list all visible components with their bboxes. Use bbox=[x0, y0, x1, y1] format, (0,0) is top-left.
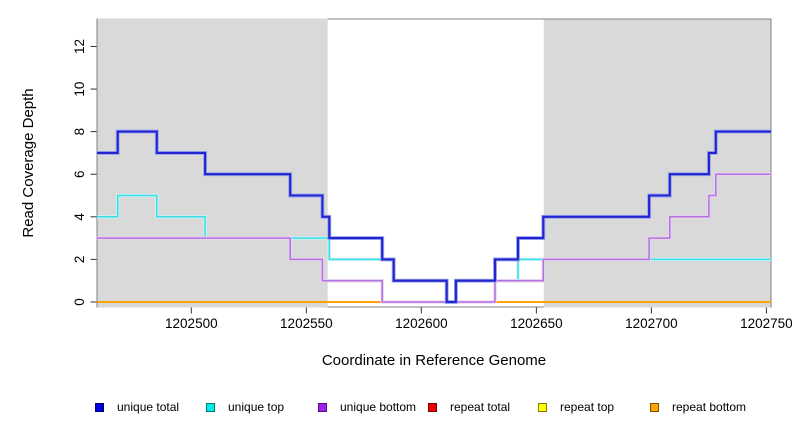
legend-label: repeat total bbox=[450, 400, 511, 414]
x-tick-label: 1202750 bbox=[740, 316, 792, 331]
legend-label: repeat bottom bbox=[672, 400, 747, 414]
y-tick-label: 6 bbox=[72, 170, 87, 178]
y-tick-label: 8 bbox=[72, 128, 87, 136]
y-tick-label: 12 bbox=[72, 39, 87, 54]
x-axis-ticks: 1202500 1202550 1202600 1202650 1202700 12027… bbox=[165, 307, 792, 331]
x-tick-label: 1202550 bbox=[280, 316, 333, 331]
shaded-region-right bbox=[543, 19, 771, 308]
series-lines bbox=[97, 129, 771, 304]
y-axis-title: Read Coverage Depth bbox=[20, 88, 37, 237]
legend-item-unique-total: unique total bbox=[95, 399, 179, 415]
legend-label: unique top bbox=[228, 400, 285, 414]
y-tick-label: 4 bbox=[72, 213, 87, 221]
x-tick-label: 1202650 bbox=[510, 316, 563, 331]
legend-swatch-icon bbox=[650, 402, 659, 412]
x-axis-title: Coordinate in Reference Genome bbox=[322, 352, 546, 369]
x-tick-label: 1202500 bbox=[165, 316, 218, 331]
y-axis-ticks: 0 2 4 6 8 10 12 bbox=[72, 39, 97, 306]
legend-item-repeat-bottom: repeat bottom bbox=[650, 399, 746, 415]
y-tick-label: 2 bbox=[72, 256, 87, 264]
legend-swatch-icon bbox=[428, 402, 437, 412]
legend-swatch-icon bbox=[95, 402, 104, 412]
legend-swatch-icon bbox=[318, 402, 327, 412]
y-tick-label: 0 bbox=[72, 298, 87, 306]
legend-swatch-icon bbox=[538, 402, 547, 412]
legend-label: unique bottom bbox=[340, 400, 417, 414]
x-tick-label: 1202700 bbox=[625, 316, 678, 331]
chart-legend: unique total unique top unique bottom repea… bbox=[0, 399, 792, 419]
legend-label: unique total bbox=[117, 400, 180, 414]
shaded-region-left bbox=[97, 18, 328, 308]
legend-swatch-icon bbox=[206, 402, 215, 412]
legend-item-repeat-total: repeat total bbox=[428, 399, 510, 415]
series-line-unique-bottom bbox=[97, 173, 771, 303]
legend-label: repeat top bbox=[560, 400, 615, 414]
legend-item-unique-bottom: unique bottom bbox=[318, 399, 416, 415]
legend-item-repeat-top: repeat top bbox=[538, 399, 614, 415]
y-tick-label: 10 bbox=[72, 82, 87, 97]
legend-item-unique-top: unique top bbox=[206, 399, 284, 415]
series-line-unique-total bbox=[97, 130, 771, 304]
x-tick-label: 1202600 bbox=[395, 316, 448, 331]
